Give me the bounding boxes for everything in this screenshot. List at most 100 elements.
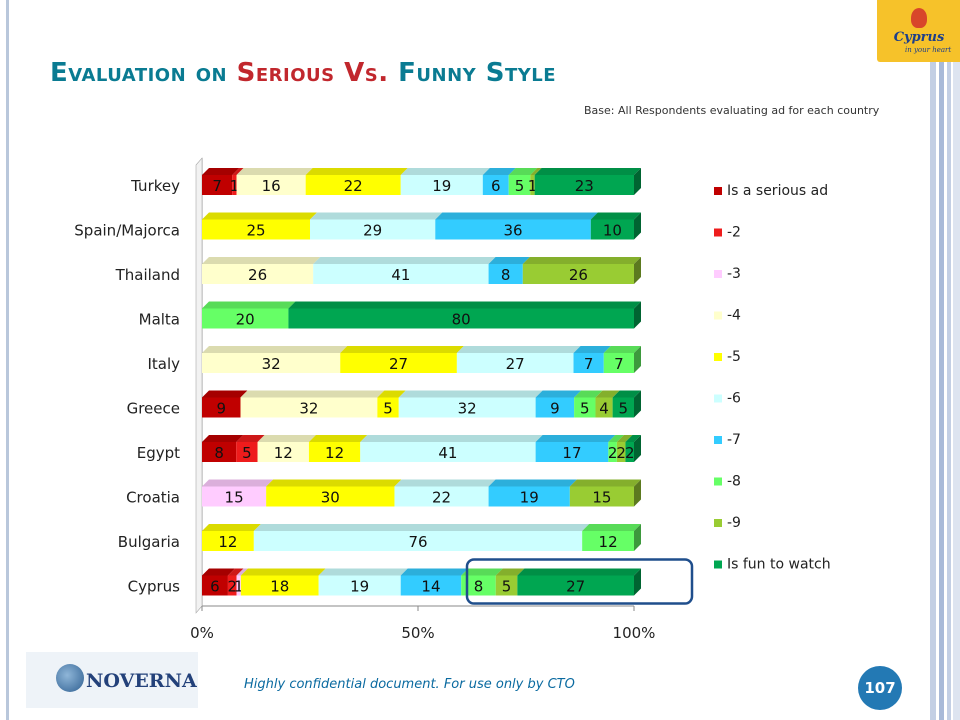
title-part-2: Serious Vs. xyxy=(236,58,399,88)
bar-top-face xyxy=(398,390,543,398)
legend-swatch xyxy=(714,311,722,320)
bar-segment xyxy=(608,442,617,462)
category-label: Greece xyxy=(127,400,180,418)
bar-side-face xyxy=(634,435,641,462)
bar-segment xyxy=(318,575,401,596)
bar-value-label: 19 xyxy=(350,578,369,596)
bar-segment xyxy=(482,175,509,195)
bar-value-label: 15 xyxy=(592,489,611,507)
bar-top-face xyxy=(595,390,620,398)
bar-value-label: 32 xyxy=(458,400,477,418)
bar-segment xyxy=(253,531,583,551)
bar-value-label: 5 xyxy=(619,400,629,418)
bar-segment xyxy=(508,175,531,195)
bar-value-label: 8 xyxy=(214,444,224,462)
bar-value-label: 12 xyxy=(218,533,237,551)
bar-segment xyxy=(266,486,395,507)
bar-top-face xyxy=(236,168,313,175)
bar-top-face xyxy=(202,168,240,175)
bar-segment xyxy=(582,531,634,551)
bar-segment xyxy=(240,397,378,418)
bar-top-face xyxy=(535,435,616,442)
bar-top-face xyxy=(202,479,274,487)
bar-top-face xyxy=(435,212,598,220)
bar-segment xyxy=(202,486,267,507)
bar-value-label: 5 xyxy=(242,444,252,462)
bar-value-label: 36 xyxy=(503,222,522,240)
bar-top-face xyxy=(318,568,408,576)
bar-segment xyxy=(305,175,401,195)
bar-top-face xyxy=(400,168,490,175)
bar-top-face xyxy=(495,568,525,576)
bar-top-face xyxy=(394,479,496,487)
bar-segment xyxy=(569,486,634,507)
bar-value-label: 12 xyxy=(274,444,293,462)
bar-segment xyxy=(495,575,518,596)
legend-swatch xyxy=(714,519,722,527)
bar-value-label: 22 xyxy=(344,177,363,195)
bar-top-face xyxy=(202,524,261,531)
bar-top-face xyxy=(202,257,321,264)
category-label: Thailand xyxy=(115,266,180,284)
bar-value-label: 5 xyxy=(515,177,525,195)
bar-top-face xyxy=(313,257,496,264)
bar-top-face xyxy=(530,168,542,175)
bar-value-label: 2 xyxy=(616,444,626,462)
bar-top-face xyxy=(488,479,577,487)
legend-swatch xyxy=(714,477,722,486)
bar-segment xyxy=(616,442,626,462)
bar-top-face xyxy=(590,212,641,220)
bar-value-label: 14 xyxy=(421,578,440,596)
category-label: Bulgaria xyxy=(118,533,180,551)
bar-top-face xyxy=(522,257,641,264)
bar-value-label: 22 xyxy=(432,489,451,507)
bar-value-label: 6 xyxy=(491,177,501,195)
bar-segment xyxy=(603,353,634,373)
bar-segment xyxy=(590,219,634,240)
bar-segment xyxy=(488,486,570,507)
bar-top-face xyxy=(202,568,235,576)
sun-figure-icon xyxy=(911,8,927,28)
bar-top-face xyxy=(310,212,443,220)
bar-top-face xyxy=(482,168,516,175)
bar-segment xyxy=(535,442,609,462)
bar-segment xyxy=(340,353,457,373)
chart-side-wall xyxy=(195,157,203,614)
bar-segment xyxy=(257,442,309,462)
bar-segment xyxy=(313,264,489,284)
x-tick-label: 0% xyxy=(190,624,214,642)
bar-value-label: 10 xyxy=(603,222,622,240)
bar-segment xyxy=(236,442,258,462)
bar-value-label: 4 xyxy=(599,400,609,418)
bar-segment xyxy=(202,264,314,284)
bar-side-face xyxy=(634,257,641,284)
bar-top-face xyxy=(612,390,641,398)
bar-top-face xyxy=(202,390,248,398)
legend-swatch xyxy=(714,436,722,444)
bar-value-label: 1 xyxy=(234,578,244,596)
bar-segment xyxy=(202,175,233,195)
bar-segment xyxy=(595,397,613,418)
bar-top-face xyxy=(535,390,582,398)
bar-value-label: 5 xyxy=(383,400,393,418)
bar-top-face xyxy=(202,301,296,309)
bar-value-label: 2 xyxy=(227,578,237,596)
legend-entry: -4 xyxy=(727,308,741,324)
bar-value-label: 20 xyxy=(236,311,255,329)
slide-title: Evaluation on Serious Vs. Funny Style xyxy=(50,58,556,88)
bar-segment xyxy=(573,353,604,373)
bar-segment xyxy=(240,575,319,596)
bar-value-label: 23 xyxy=(575,177,594,195)
bar-top-face xyxy=(236,435,265,442)
bar-value-label: 32 xyxy=(299,400,318,418)
bar-segment xyxy=(574,397,596,418)
bar-side-face xyxy=(634,479,641,507)
bar-segment xyxy=(310,219,436,240)
bar-value-label: 8 xyxy=(474,578,484,596)
bar-top-face xyxy=(227,568,244,576)
bar-segment xyxy=(435,219,591,240)
noverna-logo: NOVERNA xyxy=(26,652,198,708)
bar-top-face xyxy=(534,168,641,175)
bar-value-label: 27 xyxy=(566,578,585,596)
